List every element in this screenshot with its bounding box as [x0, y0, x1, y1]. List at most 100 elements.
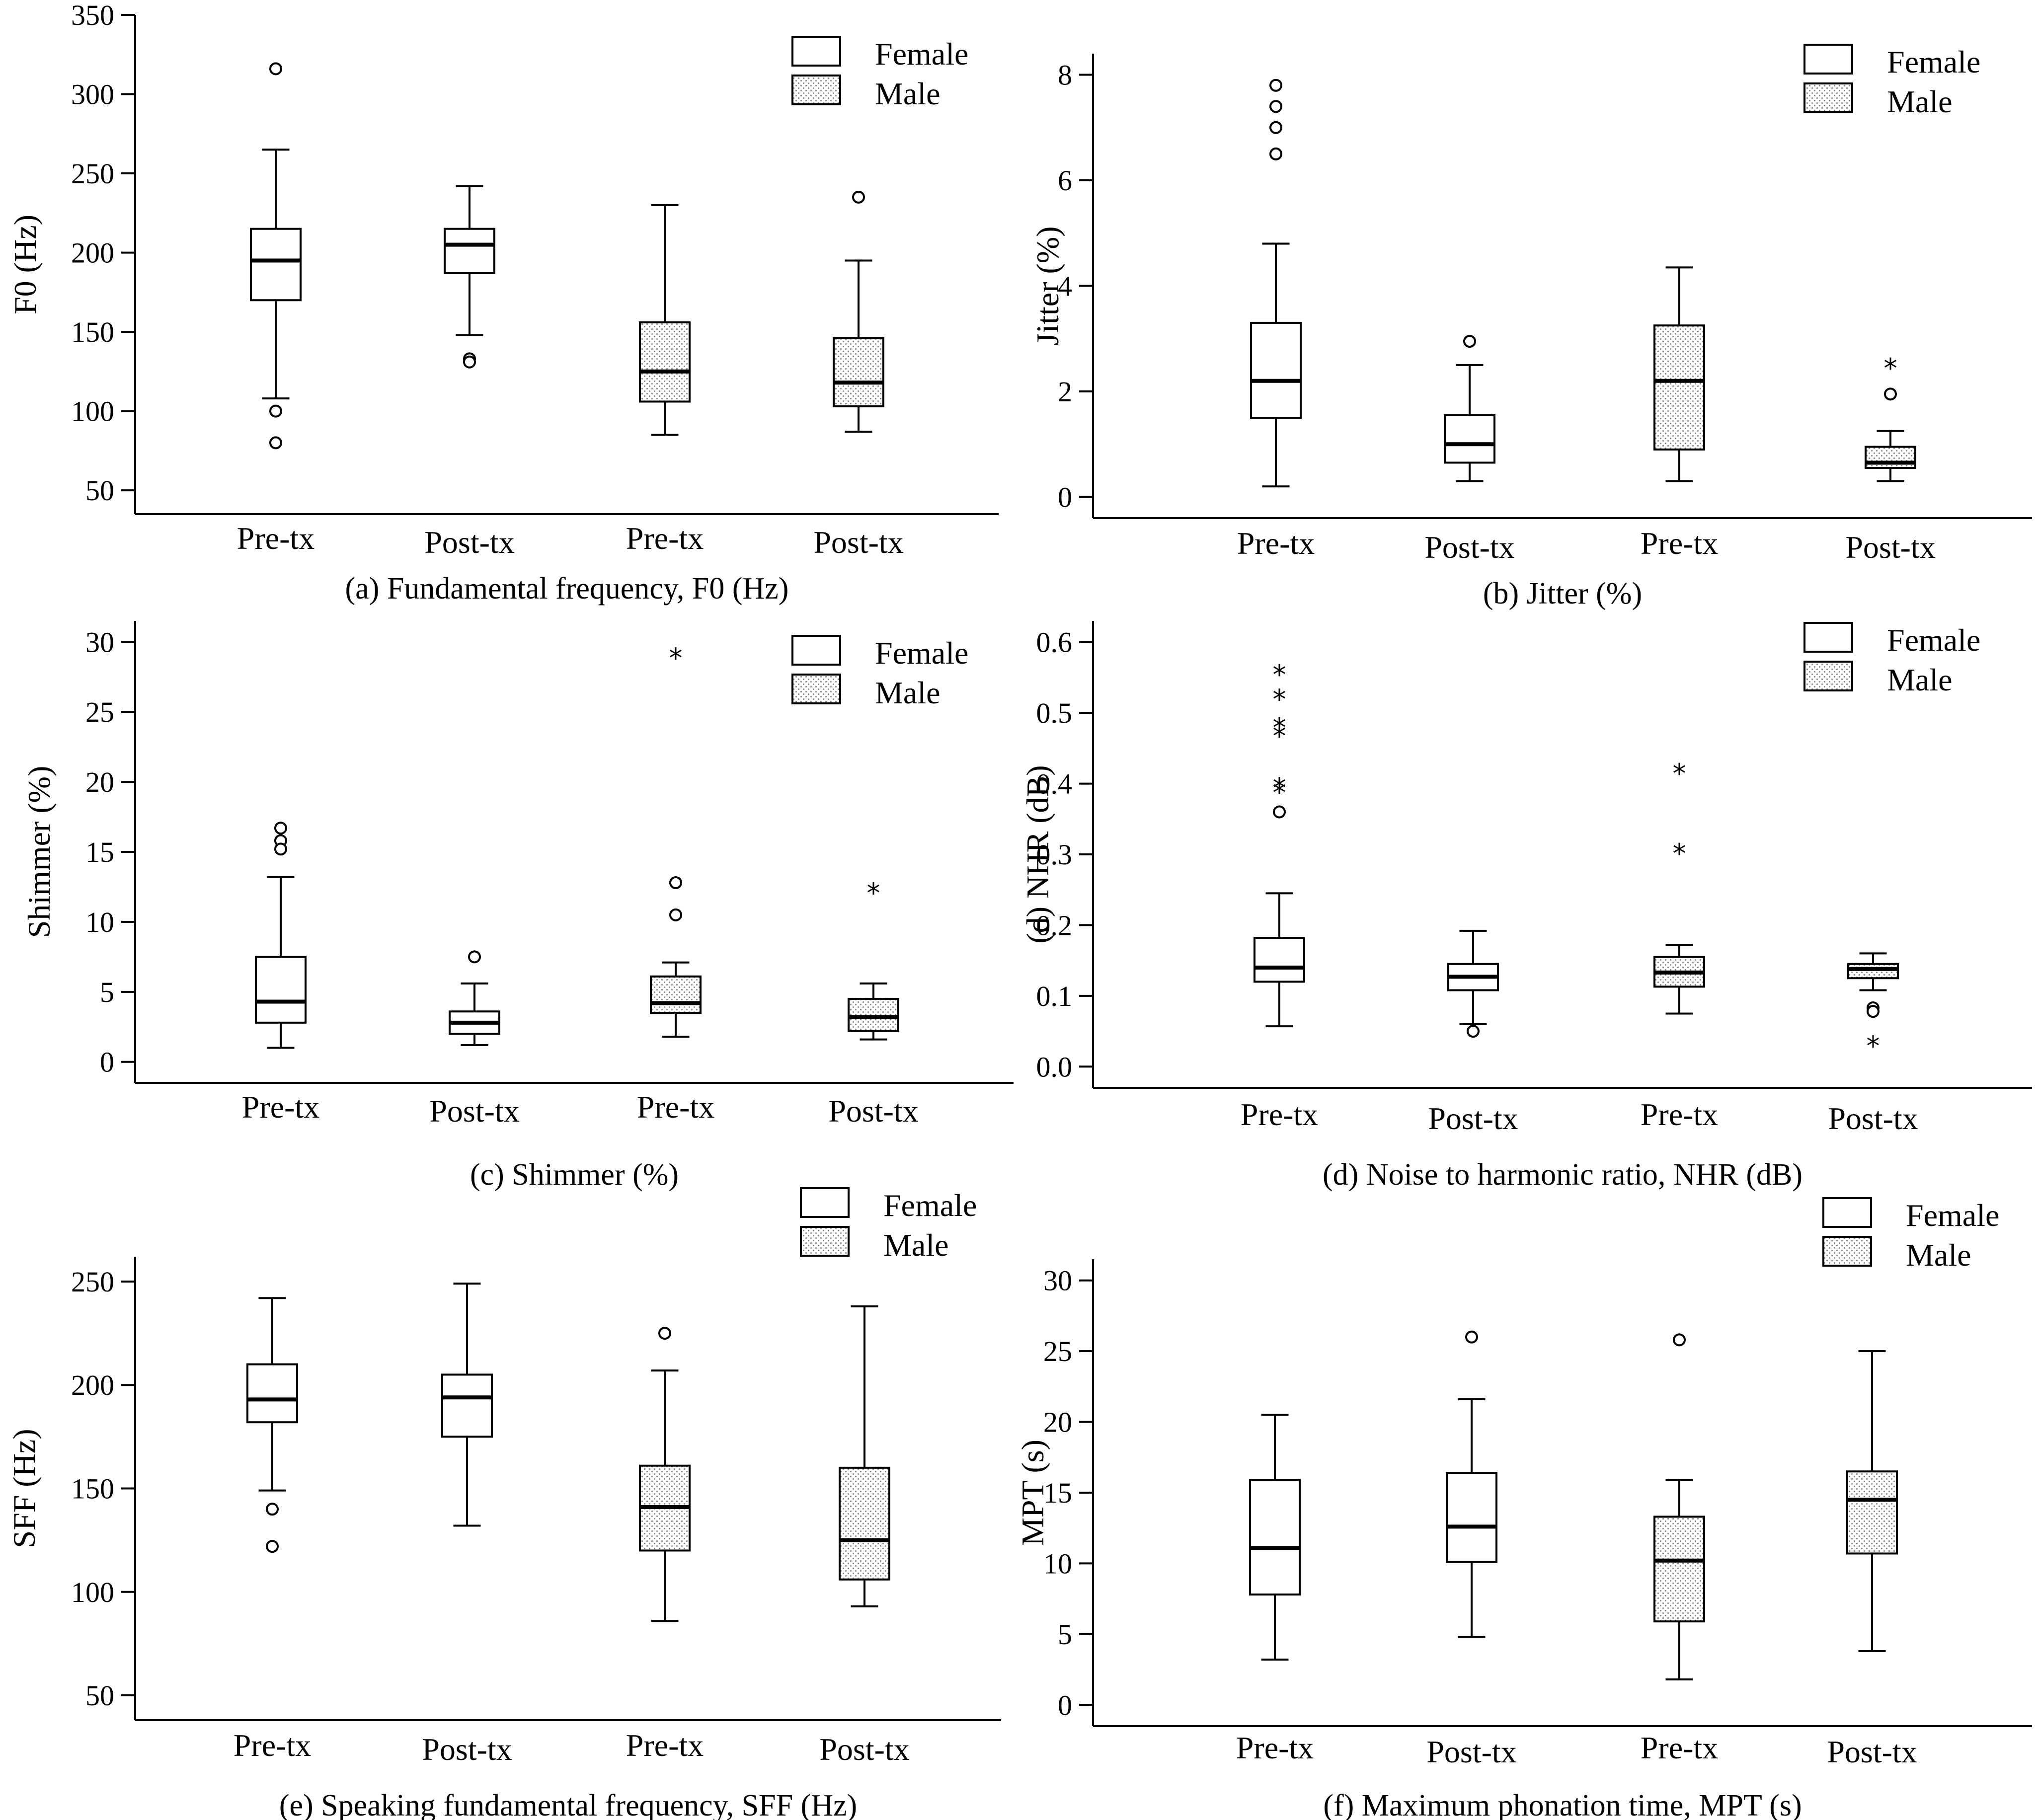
y-tick-label: 200: [71, 237, 114, 269]
outlier-marker: [1884, 387, 1897, 401]
box-male-post-tx: *: [848, 878, 899, 1041]
y-tick-label: 20: [85, 766, 114, 798]
box-female-pre-tx: [250, 62, 302, 450]
outlier-marker: [1273, 805, 1286, 819]
legend-swatch-female: [800, 1187, 850, 1218]
extreme-marker: *: [1273, 777, 1286, 809]
legend-label-male: Male: [1887, 84, 1953, 119]
iqr-box: [848, 997, 899, 1032]
legend-swatch-female: [1803, 622, 1853, 653]
legend-label-male: Male: [1906, 1237, 1971, 1273]
y-tick-label: 4: [1058, 270, 1072, 303]
legend-swatch-male: [800, 1226, 850, 1257]
extreme-marker: *: [1673, 838, 1686, 869]
iqr-box: [250, 228, 302, 302]
iqr-box: [1446, 1472, 1497, 1563]
extreme-marker: *: [1273, 772, 1286, 804]
y-tick-label: 50: [85, 474, 114, 507]
panel-caption: (b) Jitter (%): [1483, 577, 1642, 610]
extreme-marker: *: [1673, 758, 1686, 789]
legend-swatch-female: [1822, 1197, 1872, 1228]
box-female-post-tx: [1447, 929, 1499, 1038]
outlier-marker: [1269, 121, 1282, 134]
y-tick-label: 15: [85, 836, 114, 868]
category-label: Post-tx: [429, 1093, 519, 1129]
legend-label-female: Female: [1887, 622, 1980, 658]
category-label: Post-tx: [1828, 1101, 1918, 1136]
y-tick-label: 25: [85, 696, 114, 728]
legend-label-female: Female: [875, 36, 968, 72]
legend: Female Male: [791, 635, 968, 710]
y-tick-label: 0.6: [1036, 626, 1073, 659]
iqr-box: [1250, 321, 1302, 419]
category-label: Post-tx: [1426, 1734, 1516, 1769]
legend-swatch-female: [791, 36, 841, 67]
y-tick-label: 25: [1043, 1335, 1072, 1367]
legend-label-female: Female: [1906, 1198, 1999, 1233]
outlier-marker: [269, 404, 282, 418]
y-tick-label: 10: [85, 906, 114, 938]
y-tick-label: 6: [1058, 164, 1072, 197]
box-male-pre-tx: [1653, 266, 1705, 482]
iqr-box: [839, 1466, 890, 1581]
category-label: Pre-tx: [1641, 1097, 1718, 1132]
y-axis-title: F0 (Hz): [7, 215, 43, 314]
y-axis-title: SFF (Hz): [6, 1429, 42, 1548]
y-tick-label: 2: [1058, 376, 1072, 408]
box-female-post-tx: [1446, 1330, 1497, 1638]
outlier-marker: [669, 908, 682, 921]
y-tick-label: 30: [1043, 1265, 1072, 1297]
y-tick-label: 100: [71, 1576, 114, 1608]
iqr-box: [246, 1363, 298, 1424]
category-label: Pre-tx: [1641, 526, 1718, 561]
y-tick-label: 5: [100, 976, 114, 1008]
y-tick-label: 0.2: [1036, 909, 1073, 941]
category-label: Post-tx: [819, 1732, 909, 1767]
legend-swatch-male: [1803, 82, 1853, 113]
category-label: Post-tx: [813, 525, 903, 560]
category-label: Post-tx: [828, 1093, 918, 1129]
outlier-marker: [266, 1540, 279, 1553]
legend-swatch-male: [1822, 1236, 1872, 1267]
box-male-pre-tx: **: [1653, 758, 1705, 1015]
legend: Female Male: [1803, 44, 1980, 119]
panel-caption: (e) Speaking fundamental frequency, SFF …: [279, 1789, 857, 1820]
panel-6: 0 5 10 15 20 25 30 MPT (s) Pre-tx Post-tx Pre-tx Po…: [1015, 1197, 2032, 1820]
box-female-pre-tx: [255, 822, 307, 1049]
y-tick-label: 5: [1058, 1618, 1072, 1651]
category-label: Post-tx: [422, 1732, 512, 1767]
category-label: Pre-tx: [637, 1089, 714, 1125]
box-male-post-tx: *: [1847, 952, 1899, 1062]
iqr-box: [650, 975, 702, 1014]
legend-label-female: Female: [875, 635, 968, 671]
legend-label-male: Male: [883, 1227, 949, 1263]
category-label: Pre-tx: [626, 1728, 704, 1763]
panel-4: 0.0 0.1 0.2 0.3 0.4 0.5 0.6 (d) NHR (dB) Pre-tx P…: [1020, 621, 2032, 1192]
category-label: Post-tx: [1845, 530, 1935, 565]
legend: Female Male: [1803, 622, 1980, 697]
box-male-post-tx: [839, 1305, 890, 1607]
extreme-marker: *: [1867, 1031, 1880, 1062]
outlier-marker: [269, 62, 282, 76]
panel-5: 50 100 150 200 250 SFF (Hz) Pre-tx Post-tx Pre-t…: [6, 1187, 1001, 1820]
extreme-marker: *: [1884, 353, 1897, 384]
legend-label-female: Female: [1887, 44, 1980, 79]
iqr-box: [1846, 1470, 1898, 1555]
box-female-pre-tx: [1249, 1414, 1301, 1661]
box-female-post-tx: [444, 185, 495, 369]
iqr-box: [1254, 937, 1305, 983]
outlier-marker: [269, 436, 282, 450]
category-label: Post-tx: [1827, 1734, 1917, 1769]
outlier-marker: [1465, 1330, 1478, 1344]
panel-3: 0 5 10 15 20 25 30 Shimmer (%) Pre-tx Post-tx Pre-…: [21, 621, 1014, 1192]
legend-swatch-male: [791, 75, 841, 105]
legend-label-male: Male: [1887, 662, 1953, 697]
y-tick-label: 0: [100, 1046, 114, 1078]
y-tick-label: 0: [1058, 481, 1072, 514]
iqr-box: [639, 321, 691, 403]
panel-caption: (f) Maximum phonation time, MPT (s): [1323, 1789, 1802, 1820]
outlier-marker: [468, 950, 481, 964]
category-label: Post-tx: [1428, 1101, 1518, 1136]
legend: Female Male: [1822, 1197, 1999, 1273]
